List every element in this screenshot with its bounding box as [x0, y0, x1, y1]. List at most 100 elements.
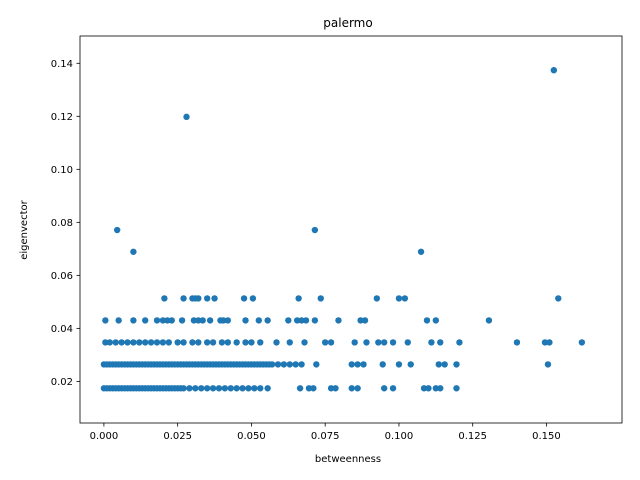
- chart-title: palermo: [323, 16, 372, 30]
- data-point: [348, 361, 355, 368]
- x-tick-label: 0.100: [385, 431, 414, 442]
- data-point: [203, 339, 211, 346]
- data-point: [379, 361, 386, 368]
- data-point: [153, 317, 161, 324]
- data-point: [251, 385, 258, 392]
- data-point: [242, 317, 249, 324]
- data-point: [363, 339, 370, 346]
- points-layer: [100, 66, 586, 392]
- data-point: [165, 339, 173, 346]
- data-point: [285, 317, 292, 324]
- data-point: [102, 339, 109, 346]
- data-point: [546, 339, 553, 346]
- data-point: [293, 317, 301, 324]
- data-point: [174, 339, 181, 346]
- data-point: [142, 317, 149, 324]
- data-point: [233, 339, 240, 346]
- data-point: [209, 339, 217, 346]
- y-tick-label: 0.08: [51, 218, 73, 229]
- data-point: [106, 339, 114, 346]
- data-point: [513, 339, 521, 346]
- data-point: [453, 385, 460, 392]
- data-point: [357, 317, 364, 324]
- data-point: [161, 295, 168, 302]
- data-point: [432, 385, 440, 392]
- data-point: [249, 295, 257, 302]
- data-point: [147, 339, 155, 346]
- x-tick-label: 0.025: [163, 431, 192, 442]
- data-point: [240, 295, 248, 302]
- y-axis-label: eigenvector: [19, 199, 30, 259]
- data-point: [360, 361, 367, 368]
- data-point: [485, 317, 493, 324]
- data-point: [195, 317, 202, 324]
- data-point: [395, 361, 403, 368]
- x-tick-label: 0.075: [311, 431, 340, 442]
- data-point: [190, 317, 198, 324]
- data-point: [550, 66, 558, 74]
- data-point: [224, 317, 232, 324]
- data-point: [351, 339, 358, 346]
- data-point: [313, 361, 320, 368]
- x-tick-label: 0.125: [458, 431, 487, 442]
- data-point: [115, 317, 122, 324]
- data-point: [389, 385, 397, 392]
- data-point: [361, 317, 369, 324]
- plot-frame: [79, 35, 623, 424]
- data-point: [437, 339, 444, 346]
- data-point: [432, 317, 440, 324]
- y-axis: 0.02 0.04 0.06 0.08 0.10 0.12 0.14: [51, 59, 80, 388]
- data-point: [305, 385, 313, 392]
- data-point: [395, 295, 403, 302]
- data-point: [423, 317, 431, 324]
- data-point: [264, 385, 271, 392]
- data-point: [375, 339, 382, 346]
- data-point: [192, 385, 199, 392]
- data-point: [180, 339, 187, 346]
- data-point: [437, 385, 444, 392]
- data-point: [130, 339, 137, 346]
- data-point: [453, 361, 460, 368]
- data-point: [245, 385, 252, 392]
- data-point: [242, 339, 249, 346]
- data-point: [441, 361, 448, 368]
- data-point: [180, 385, 187, 392]
- data-point: [404, 339, 411, 346]
- data-point: [296, 385, 304, 392]
- data-point: [178, 317, 186, 324]
- x-axis-label: betweenness: [315, 454, 381, 465]
- data-point: [218, 339, 226, 346]
- data-point: [541, 339, 549, 346]
- data-point: [417, 248, 425, 255]
- data-point: [321, 339, 329, 346]
- data-point: [311, 226, 319, 234]
- data-point: [198, 385, 205, 392]
- y-tick-label: 0.12: [51, 112, 73, 123]
- data-point: [203, 295, 211, 302]
- data-point: [425, 385, 432, 392]
- data-point: [555, 295, 562, 302]
- data-point: [257, 385, 264, 392]
- data-point: [168, 317, 175, 324]
- data-point: [189, 339, 196, 346]
- data-point: [248, 339, 255, 346]
- data-point: [220, 317, 227, 324]
- data-point: [215, 385, 223, 392]
- y-tick-label: 0.04: [51, 324, 73, 335]
- data-point: [257, 339, 264, 346]
- data-point: [130, 317, 137, 324]
- x-axis: 0.000 0.025 0.050 0.075 0.100 0.125 0.150: [90, 423, 561, 442]
- data-point: [195, 295, 202, 302]
- data-point: [186, 385, 193, 392]
- data-point: [311, 317, 319, 324]
- data-point: [286, 361, 293, 368]
- data-point: [164, 317, 171, 324]
- data-point: [578, 339, 586, 346]
- data-point: [380, 339, 388, 346]
- data-point: [159, 317, 167, 324]
- data-point: [301, 339, 308, 346]
- data-point: [428, 339, 435, 346]
- data-point: [233, 385, 240, 392]
- x-tick-label: 0.150: [532, 431, 561, 442]
